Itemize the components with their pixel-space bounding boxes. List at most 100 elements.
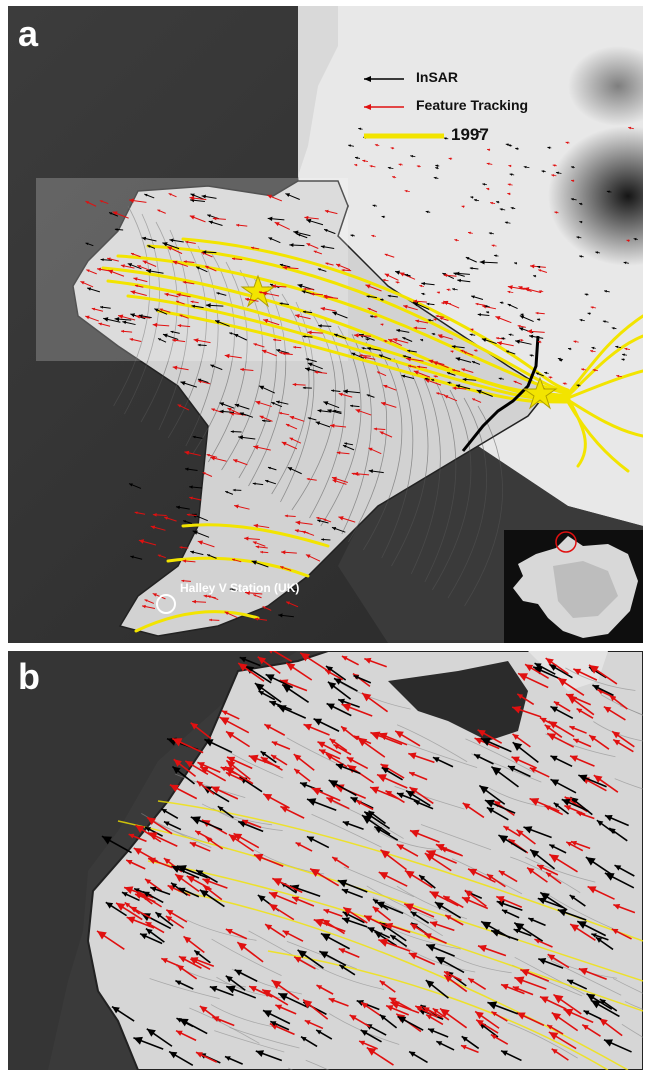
insar-vector-head [595, 937, 603, 943]
insar-vector-head [169, 238, 174, 243]
feature-tracking-vector-head [116, 902, 126, 911]
feature-tracking-vector-head [307, 330, 312, 335]
insar-vector-head [85, 242, 89, 246]
flowline [566, 314, 643, 396]
insar-vector-head [333, 409, 337, 413]
insar-vector-head [395, 270, 400, 275]
feature-tracking-vector-head [260, 757, 269, 764]
feature-tracking-vector-head [566, 841, 572, 847]
insar-vector-head [508, 333, 512, 337]
feature-tracking-vector-head [395, 730, 404, 739]
feature-tracking-vector-head [177, 324, 182, 328]
insar-vector-head [351, 352, 356, 356]
feature-tracking-vector-head [429, 891, 440, 900]
insar-vector-head [262, 419, 265, 423]
insar-vector-head [621, 358, 625, 361]
feature-tracking-vector-head [461, 897, 471, 904]
feature-tracking-vector-head [189, 215, 195, 220]
feature-tracking-vector-head [374, 143, 378, 147]
surface-ridge [394, 786, 465, 810]
feature-tracking-vector-head [613, 739, 621, 746]
insar-vector-head [350, 404, 353, 408]
feature-tracking-vector-head [130, 252, 135, 256]
insar-vector-head [515, 339, 521, 344]
feature-tracking-vector [272, 651, 293, 663]
feature-tracking-vector-head [380, 323, 384, 326]
insar-vector-head [155, 912, 162, 919]
surface-ridge [404, 946, 476, 973]
feature-tracking-vector-head [295, 314, 300, 319]
feature-tracking-vector-head [443, 273, 448, 277]
feature-tracking-vector-head [507, 290, 511, 294]
insar-vector-head [323, 401, 329, 406]
insar-vector-head [134, 888, 140, 893]
feature-tracking-vector-head [529, 264, 535, 269]
feature-tracking-vector-head [603, 706, 612, 714]
feature-tracking-vector-head [185, 240, 189, 244]
feature-tracking-vector-head [201, 252, 206, 255]
insar-vector-head [480, 737, 491, 746]
feature-tracking-vector-head [189, 842, 197, 848]
surface-ridge [614, 778, 643, 790]
feature-tracking-vector-head [134, 893, 142, 899]
feature-tracking-vector-head [539, 996, 549, 1004]
feature-tracking-vector-head [416, 165, 420, 168]
insar-vector-head [87, 287, 92, 291]
feature-tracking-vector-head [303, 999, 313, 1009]
insar-vector-head [570, 198, 574, 201]
insar-vector-head [540, 892, 550, 901]
insar-vector-head [257, 895, 266, 903]
feature-tracking-vector-head [262, 989, 272, 998]
feature-tracking-vector-head [525, 664, 534, 672]
insar-vector-head [361, 815, 373, 825]
feature-tracking-vector-head [389, 997, 397, 1004]
feature-tracking-vector-head [316, 985, 323, 990]
insar-vector-head [114, 316, 120, 322]
feature-tracking-vector-head [378, 938, 389, 947]
feature-tracking-vector-head [423, 1007, 430, 1013]
insar-vector-head [191, 304, 196, 308]
surface-ridge [546, 956, 618, 979]
surface-ridge [366, 885, 437, 921]
insar-vector-head [325, 666, 334, 673]
insar-vector-head [455, 357, 461, 362]
surface-ridge [211, 938, 282, 976]
feature-tracking-vector-head [232, 558, 235, 562]
insar-vector-head [297, 283, 303, 289]
insar-vector-head [114, 228, 118, 231]
insar-vector-head [595, 251, 599, 254]
feature-tracking-vector-head [338, 392, 343, 397]
feature-tracking-vector-head [173, 759, 182, 767]
feature-tracking-vector-head [569, 725, 575, 731]
insar-vector-head [189, 485, 193, 489]
feature-tracking-vector-head [413, 299, 418, 304]
insar-vector-head [143, 891, 150, 898]
insar-vector-head [470, 196, 474, 199]
feature-tracking-vector-head [624, 347, 628, 351]
insar-vector-head [183, 520, 187, 523]
feature-tracking-vector-head [475, 1011, 484, 1020]
feature-tracking-vector-head [593, 775, 603, 783]
insar-vector-head [520, 313, 524, 316]
insar-vector-head [169, 1051, 178, 1059]
insar-vector-head [465, 257, 470, 260]
insar-vector-head [175, 505, 181, 510]
legend-feature-tracking-label: Feature Tracking [416, 97, 529, 113]
feature-tracking-vector-head [129, 338, 134, 342]
flowline [116, 254, 570, 396]
feature-tracking-vector-head [128, 833, 135, 839]
feature-tracking-vector-head [611, 928, 619, 935]
surface-ridge [451, 858, 523, 895]
insar-vector-head [192, 435, 196, 439]
insar-vector-head [368, 469, 374, 474]
feature-tracking-vector-head [463, 351, 467, 354]
feature-tracking-vector-head [325, 262, 329, 265]
feature-tracking-vector-head [477, 729, 486, 737]
feature-tracking-vector-head [517, 693, 524, 699]
feature-tracking-vector-head [382, 278, 386, 282]
insar-vector-head [387, 294, 391, 298]
feature-tracking-vector-head [210, 456, 216, 461]
insar-vector-head [544, 371, 548, 375]
feature-tracking-vector-head [148, 857, 156, 865]
feature-tracking-vector-head [524, 287, 530, 292]
